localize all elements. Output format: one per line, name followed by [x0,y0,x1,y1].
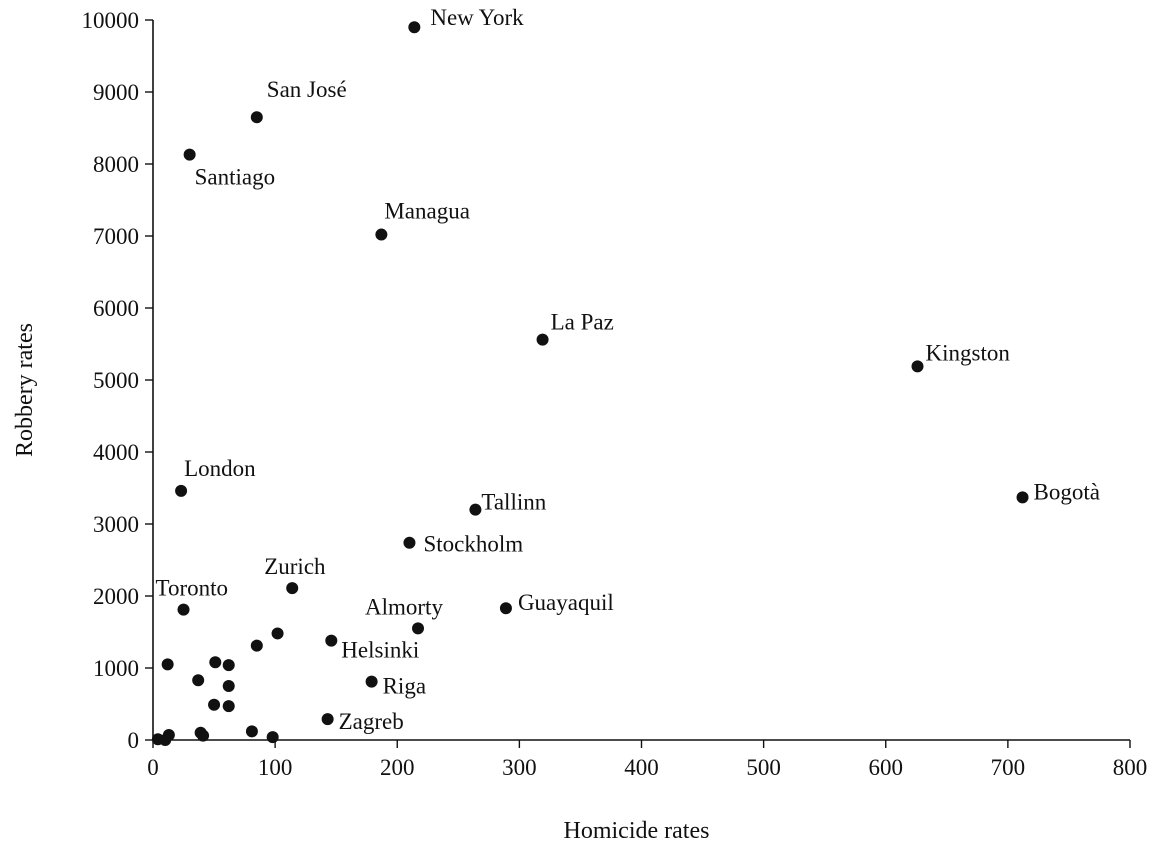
x-tick-label: 0 [147,755,159,780]
data-point [266,731,279,744]
point-labels: New York San José Santiago Managua La Paz Kin… [156,5,1100,734]
axes [152,20,1130,741]
point-label: Helsinki [341,638,419,663]
data-point [325,634,338,647]
data-points [151,21,1029,746]
point-label: Kingston [926,340,1011,365]
data-point [536,333,549,346]
data-point [175,484,188,497]
data-point [250,639,263,652]
y-ticks: 0 1000 2000 3000 4000 5000 6000 7000 8000 9000 100… [82,8,153,753]
point-label: Zagreb [339,709,404,734]
x-tick-label: 600 [869,755,904,780]
x-tick-label: 300 [502,755,537,780]
point-label: La Paz [551,310,614,335]
x-axis-title: Homicide rates [564,818,710,844]
data-point [208,698,221,711]
data-point [911,360,924,373]
data-point [250,111,263,124]
point-label: Guayaquil [518,590,614,615]
data-point [159,734,172,746]
data-point [222,659,235,672]
x-tick-label: 700 [991,755,1026,780]
y-tick-label: 5000 [93,368,139,393]
data-point [245,725,258,738]
x-tick-label: 800 [1113,755,1148,780]
x-ticks: 0 100 200 300 400 500 600 700 800 [147,740,1147,780]
point-label: Almorty [365,594,443,619]
point-label: San José [267,77,347,102]
data-point [499,602,512,615]
data-point [408,21,421,34]
data-point [375,228,388,241]
y-axis-title: Robbery rates [12,323,38,457]
y-tick-label: 10000 [82,8,140,33]
data-point [271,627,284,640]
y-tick-label: 3000 [93,512,139,537]
data-point [183,148,196,161]
data-point [222,700,235,713]
y-tick-label: 9000 [93,80,139,105]
y-tick-label: 0 [128,728,140,753]
data-point [197,729,210,742]
y-tick-label: 1000 [93,656,139,681]
data-point [365,675,378,688]
data-point [177,603,190,616]
x-tick-label: 400 [624,755,659,780]
data-point [209,656,222,669]
y-tick-label: 4000 [93,440,139,465]
y-tick-label: 7000 [93,224,139,249]
data-point [222,680,235,692]
y-tick-label: 6000 [93,296,139,321]
point-label: Stockholm [423,532,523,557]
point-label: New York [430,5,524,30]
data-point [403,536,416,549]
data-point [286,582,299,595]
y-tick-label: 8000 [93,152,139,177]
data-point [412,622,425,635]
x-tick-label: 100 [258,755,293,780]
data-point [161,658,174,671]
point-label: London [184,456,256,481]
point-label: Tallinn [481,490,546,515]
point-label: Toronto [156,576,229,601]
x-tick-label: 500 [746,755,781,780]
x-tick-label: 200 [380,755,415,780]
data-point [469,503,482,516]
point-label: Managua [384,199,470,224]
point-label: Zurich [264,554,326,579]
point-label: Santiago [195,165,276,190]
point-label: Riga [383,674,426,699]
y-tick-label: 2000 [93,584,139,609]
point-label: Bogotà [1034,479,1100,504]
data-point [321,713,334,726]
data-point [192,674,205,687]
data-point [1016,491,1029,504]
